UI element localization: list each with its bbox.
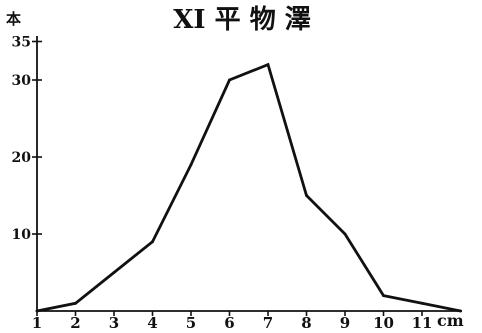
y-tick-label: 10 [12, 227, 32, 243]
x-tick-label: 1 [32, 314, 42, 332]
x-tick-label: 2 [70, 314, 80, 332]
x-axis-ticks: 1 2 3 4 5 6 7 8 9 10 11 [32, 311, 433, 332]
data-point [382, 294, 385, 297]
x-tick-label: 4 [147, 314, 157, 332]
chart-title: XI 平 物 澤 [173, 5, 311, 35]
x-axis-unit-label: cm [437, 311, 464, 330]
y-tick-label: 30 [12, 73, 32, 89]
x-tick-label: 9 [340, 314, 350, 332]
data-point [305, 194, 308, 197]
data-point [74, 301, 77, 305]
data-point [459, 309, 462, 313]
data-point [266, 63, 270, 66]
x-tick-label: 6 [224, 314, 234, 332]
data-point [420, 301, 424, 305]
x-tick-label: 8 [301, 314, 311, 332]
series-line [35, 62, 462, 313]
y-axis-unit-label: 本 [6, 10, 21, 28]
data-points [35, 63, 462, 313]
x-tick-label: 10 [373, 314, 394, 332]
y-axis-ticks: 10 20 30 35 [12, 35, 42, 243]
data-point [343, 232, 347, 236]
data-point [228, 78, 231, 82]
x-tick-label: 5 [186, 314, 196, 332]
x-tick-label: 3 [109, 314, 119, 332]
y-tick-label: 35 [12, 35, 31, 51]
data-point [189, 163, 193, 167]
data-point [112, 271, 116, 274]
x-tick-label: 11 [412, 314, 433, 332]
data-point [35, 309, 39, 313]
data-point [151, 240, 154, 244]
x-tick-label: 7 [263, 314, 273, 332]
y-tick-label: 20 [12, 150, 32, 166]
